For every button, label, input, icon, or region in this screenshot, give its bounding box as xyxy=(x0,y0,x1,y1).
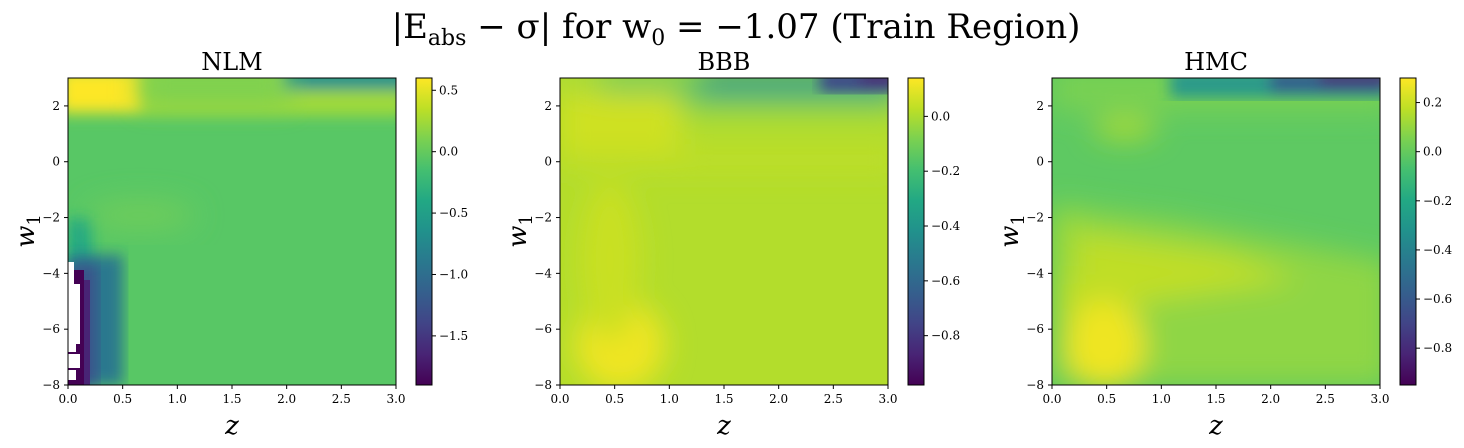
y-axis-label-bbb: w1 xyxy=(503,214,537,248)
colorbar-tick-label-hmc: −0.2 xyxy=(1423,194,1452,208)
x-tick-label-hmc: 2.5 xyxy=(1316,392,1335,406)
suptitle-part-2: − σ| for w xyxy=(466,7,651,47)
colorbar-ticks-bbb: −0.8 −0.6 −0.4 −0.2 0.0 xyxy=(924,109,961,343)
heatmap-hmc xyxy=(1052,78,1380,385)
x-tick-label-nlm: 1.0 xyxy=(168,392,187,406)
x-tick-label-bbb: 1.5 xyxy=(714,392,733,406)
y-tick-label-hmc: −8 xyxy=(1026,378,1044,392)
colorbar-tick-label-hmc: 0.2 xyxy=(1423,96,1442,110)
colorbar-ticks-nlm: −1.5 −1.0 −0.5 0.0 0.5 xyxy=(432,83,468,343)
y-tick-label-bbb: 2 xyxy=(544,99,552,113)
x-tick-label-hmc: 2.0 xyxy=(1261,392,1280,406)
x-axis-bbb: 0.0 0.5 1.0 1.5 2.0 2.5 3.0 xyxy=(550,385,898,406)
y-label-w-hmc: w xyxy=(995,226,1025,248)
x-tick-label-nlm: 1.5 xyxy=(222,392,241,406)
x-tick-label-bbb: 0.0 xyxy=(550,392,569,406)
suptitle-part-1: |E xyxy=(392,7,428,47)
y-axis-nlm: −8 −6 −4 −2 0 2 xyxy=(42,99,68,392)
x-tick-label-hmc: 1.0 xyxy=(1152,392,1171,406)
y-tick-label-hmc: 0 xyxy=(1036,155,1044,169)
colorbar-tick-label-hmc: −0.6 xyxy=(1423,292,1452,306)
colorbar-nlm xyxy=(415,77,433,386)
x-tick-label-bbb: 2.5 xyxy=(824,392,843,406)
panel-title-nlm: NLM xyxy=(201,48,263,76)
y-tick-label-hmc: 2 xyxy=(1036,99,1044,113)
colorbar-tick-label-nlm: −1.5 xyxy=(439,329,468,343)
colorbar-tick-label-hmc: 0.0 xyxy=(1423,145,1442,159)
colorbar-tick-label-bbb: −0.2 xyxy=(931,164,960,178)
colorbar-tick-label-bbb: −0.6 xyxy=(931,274,960,288)
heatmap-bbb xyxy=(560,78,888,385)
colorbar-bbb xyxy=(907,77,925,386)
x-tick-label-nlm: 2.0 xyxy=(277,392,296,406)
colorbar-tick-label-nlm: 0.5 xyxy=(439,83,458,97)
y-label-sub-bbb: 1 xyxy=(516,214,537,225)
y-tick-label-bbb: −6 xyxy=(534,322,552,336)
y-tick-label-bbb: −4 xyxy=(534,266,552,280)
panel-bbb: BBB 0.0 0.5 1.0 1.5 2.0 2.5 3.0 −8 −6 −4 −2 0 2 z w… xyxy=(503,48,961,441)
panel-hmc: HMC 0.0 0.5 1.0 1.5 2.0 2.5 3.0 −8 −6 −4 −2 0 2 z w… xyxy=(995,48,1453,441)
y-label-w-bbb: w xyxy=(503,226,533,248)
y-axis-label-nlm: w1 xyxy=(11,214,45,248)
y-label-sub-nlm: 1 xyxy=(24,214,45,225)
panel-title-bbb: BBB xyxy=(698,48,751,76)
y-axis-hmc: −8 −6 −4 −2 0 2 xyxy=(1026,99,1052,392)
y-axis-bbb: −8 −6 −4 −2 0 2 xyxy=(534,99,560,392)
heatmap-nlm xyxy=(68,78,396,385)
x-tick-label-nlm: 0.5 xyxy=(113,392,132,406)
x-tick-label-bbb: 1.0 xyxy=(660,392,679,406)
colorbar-tick-label-nlm: 0.0 xyxy=(439,145,458,159)
y-tick-label-hmc: −4 xyxy=(1026,266,1044,280)
colorbar-tick-label-nlm: −0.5 xyxy=(439,206,468,220)
y-tick-label-nlm: −4 xyxy=(42,266,60,280)
colorbar-tick-label-bbb: 0.0 xyxy=(931,109,950,123)
colorbar-tick-label-bbb: −0.8 xyxy=(931,329,960,343)
panel-title-hmc: HMC xyxy=(1184,48,1248,76)
y-tick-label-hmc: −6 xyxy=(1026,322,1044,336)
panel-nlm: NLM xyxy=(11,48,468,441)
y-tick-label-nlm: −6 xyxy=(42,322,60,336)
x-tick-label-nlm: 2.5 xyxy=(332,392,351,406)
x-axis-label-nlm: z xyxy=(224,411,239,441)
x-tick-label-hmc: 0.5 xyxy=(1097,392,1116,406)
x-axis-hmc: 0.0 0.5 1.0 1.5 2.0 2.5 3.0 xyxy=(1042,385,1390,406)
colorbar-hmc xyxy=(1399,77,1417,386)
colorbar-tick-label-bbb: −0.4 xyxy=(931,219,961,233)
x-tick-label-hmc: 3.0 xyxy=(1370,392,1389,406)
y-label-sub-hmc: 1 xyxy=(1008,214,1029,225)
nan-region xyxy=(68,262,80,380)
colorbar-ticks-hmc: −0.8 −0.6 −0.4 −0.2 0.0 0.2 xyxy=(1416,96,1453,355)
suptitle-sub-0: 0 xyxy=(651,26,665,51)
colorbar-tick-label-nlm: −1.0 xyxy=(439,267,468,281)
y-tick-label-nlm: −2 xyxy=(42,211,60,225)
x-axis-nlm: 0.0 0.5 1.0 1.5 2.0 2.5 3.0 xyxy=(58,385,406,406)
x-tick-label-hmc: 0.0 xyxy=(1042,392,1061,406)
x-axis-label-hmc: z xyxy=(1208,411,1223,441)
y-tick-label-bbb: −2 xyxy=(534,211,552,225)
suptitle-part-3: = −1.07 (Train Region) xyxy=(665,7,1080,47)
y-tick-label-bbb: −8 xyxy=(534,378,552,392)
x-tick-label-bbb: 3.0 xyxy=(878,392,897,406)
y-tick-label-nlm: 0 xyxy=(52,155,60,169)
y-label-w-nlm: w xyxy=(11,226,41,248)
y-axis-label-hmc: w1 xyxy=(995,214,1029,248)
y-tick-label-hmc: −2 xyxy=(1026,211,1044,225)
x-tick-label-bbb: 0.5 xyxy=(605,392,624,406)
x-axis-label-bbb: z xyxy=(716,411,731,441)
x-tick-label-nlm: 0.0 xyxy=(58,392,77,406)
x-tick-label-nlm: 3.0 xyxy=(386,392,405,406)
y-tick-label-bbb: 0 xyxy=(544,155,552,169)
colorbar-tick-label-hmc: −0.8 xyxy=(1423,341,1452,355)
y-tick-label-nlm: −8 xyxy=(42,378,60,392)
x-tick-label-bbb: 2.0 xyxy=(769,392,788,406)
x-tick-label-hmc: 1.5 xyxy=(1206,392,1225,406)
y-tick-label-nlm: 2 xyxy=(52,99,60,113)
colorbar-tick-label-hmc: −0.4 xyxy=(1423,243,1453,257)
figure-suptitle: |Eabs − σ| for w0 = −1.07 (Train Region) xyxy=(392,7,1081,51)
suptitle-sub-abs: abs xyxy=(428,26,467,51)
